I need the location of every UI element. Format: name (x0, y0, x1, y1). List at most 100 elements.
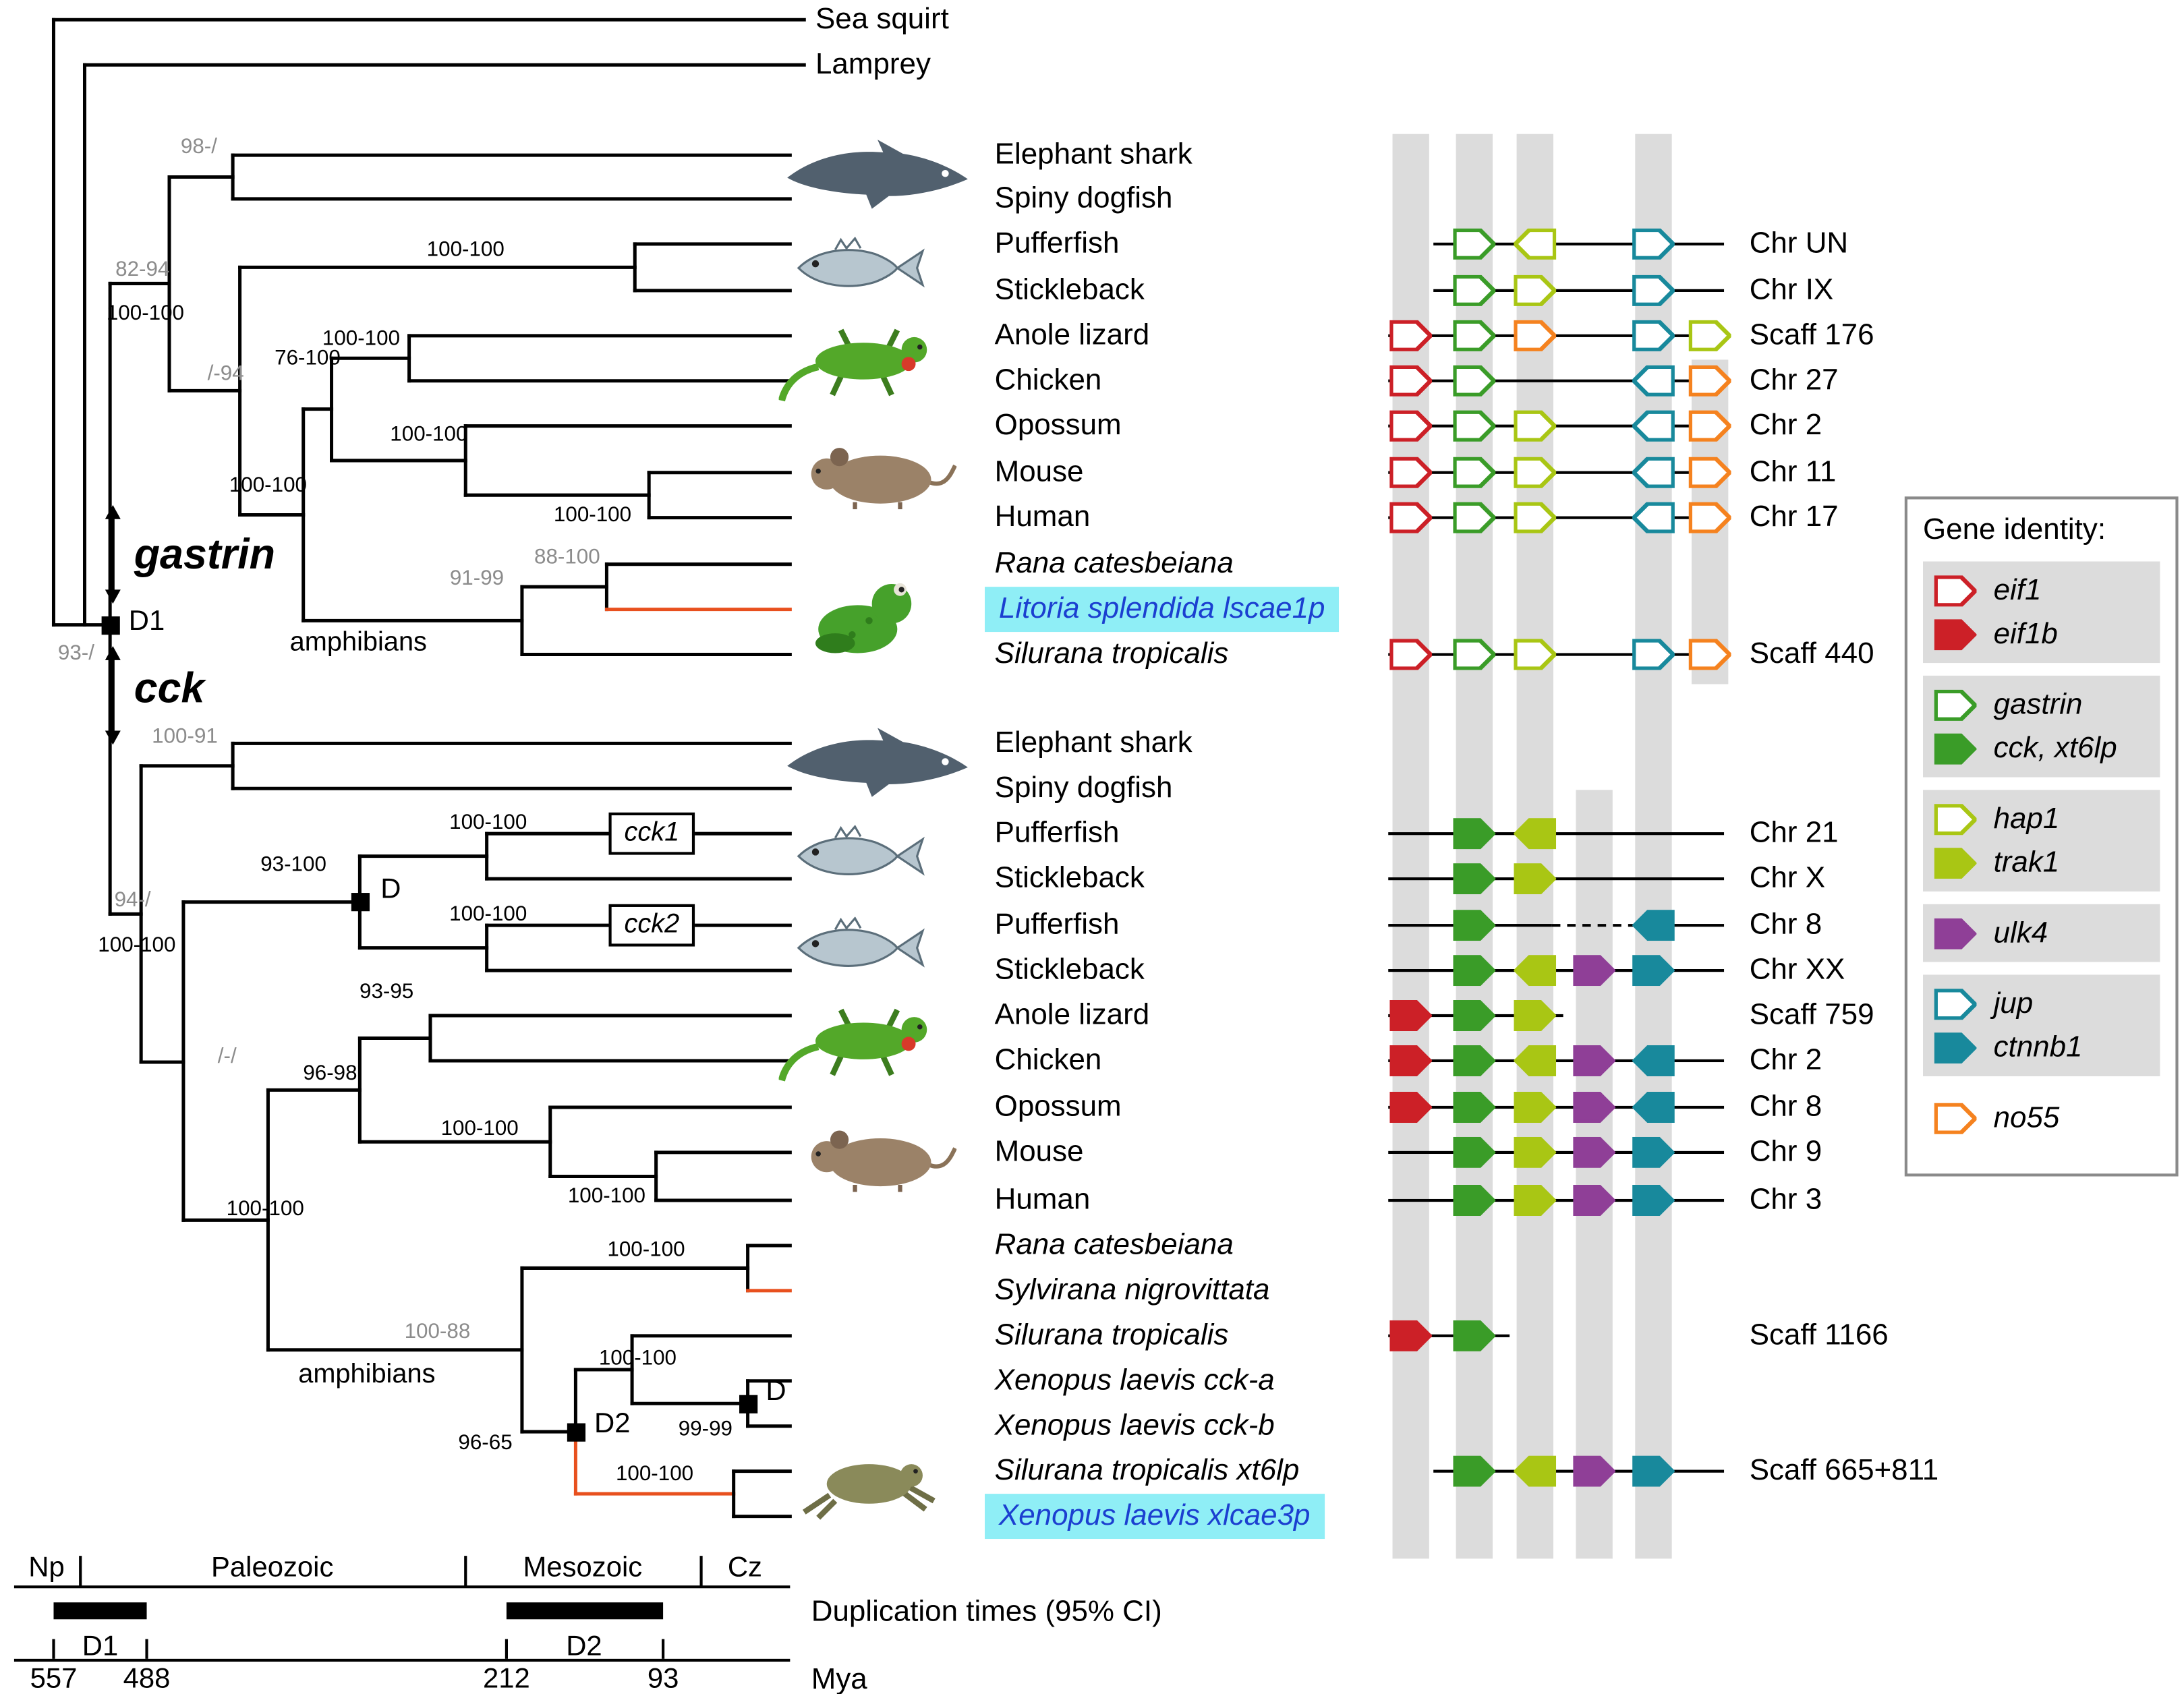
gene-arrow-trak1 (1514, 1185, 1557, 1217)
duplication-label-d1: D1 (82, 1631, 119, 1663)
chromosome-label: Chr 3 (1749, 1183, 1822, 1217)
gene-arrow-ulk4 (1573, 1045, 1616, 1076)
gene-arrow-hap1 (1513, 638, 1558, 671)
gene-arrow-gastrin (1452, 274, 1497, 307)
ctnnb1-arrow-icon (1934, 1032, 1977, 1063)
paralog-box-cck1: cck1 (608, 812, 695, 855)
support-values: 100-100 (607, 1237, 685, 1262)
support-values: 100-100 (615, 1462, 694, 1486)
duplication-node-d2 (566, 1422, 585, 1441)
gene-identity-legend: Gene identity: eif1 eif1b gastrin cck, xt6l… (1904, 496, 2179, 1177)
species-label: Stickleback (994, 953, 1145, 987)
support-values: 76-100 (275, 346, 341, 371)
chromosome-label: Chr 8 (1749, 908, 1822, 941)
species-label: Xenopus laevis cck-a (994, 1364, 1275, 1397)
species-label: Spiny dogfish (994, 181, 1173, 214)
gene-arrow-ulk4 (1573, 955, 1616, 987)
clade-note-amphibians: amphibians (289, 627, 427, 658)
support-values: 100-100 (390, 422, 468, 447)
era-label-paleozoic: Paleozoic (211, 1552, 334, 1583)
mouse-illustration (793, 1114, 957, 1200)
species-label-highlighted: Litoria splendida lscae1p (985, 587, 1340, 633)
chromosome-label: Chr 8 (1749, 1090, 1822, 1123)
duplication-node-label: D2 (594, 1408, 631, 1440)
ulk4-arrow-icon (1934, 917, 1977, 949)
chromosome-label: Chr UN (1749, 227, 1849, 260)
legend-item-eif1b: eif1b (1934, 612, 2149, 656)
chromosome-label: Scaff 665+811 (1749, 1454, 1939, 1487)
gene-arrow-gastrin (1452, 501, 1497, 534)
gene-arrow-cck (1453, 955, 1497, 987)
species-label: Rana catesbeiana (994, 1228, 1234, 1261)
gene-arrow-ctnnb1 (1632, 1455, 1675, 1487)
paralogon-name-gastrin: gastrin (134, 531, 275, 579)
support-values: 93-100 (260, 852, 326, 877)
support-values: 82-94 (115, 257, 170, 282)
gene-arrow-trak1 (1514, 863, 1557, 895)
frog-illustration (799, 567, 928, 668)
gene-arrow-jup (1630, 364, 1675, 397)
species-label: Silurana tropicalis (994, 637, 1229, 670)
gene-arrow-gastrin (1452, 227, 1497, 260)
gene-arrow-eif1b (1389, 1045, 1433, 1076)
lizard-illustration (778, 993, 991, 1090)
legend-gene-name: jup (1993, 987, 2034, 1020)
support-values: 100-100 (226, 1196, 304, 1221)
chromosome-label: Scaff 176 (1749, 318, 1874, 351)
gene-arrow-trak1 (1514, 1136, 1557, 1168)
legend-title: Gene identity: (1922, 513, 2106, 546)
support-values: 91-99 (449, 566, 505, 591)
synteny-column-stripe (1576, 790, 1613, 1559)
species-label: Mouse (994, 455, 1084, 488)
gene-arrow-no55 (1513, 319, 1558, 352)
gene-arrow-cck (1453, 1455, 1497, 1487)
support-values: 99-99 (678, 1417, 732, 1441)
support-values: 100-91 (152, 724, 218, 749)
chromosome-label: Chr 21 (1749, 817, 1839, 850)
species-label: Silurana tropicalis xt6lp (994, 1454, 1300, 1487)
synteny-line (1388, 1334, 1510, 1337)
support-values: 100-100 (449, 902, 527, 927)
chromosome-label: Chr IX (1749, 273, 1834, 306)
support-values: 100-100 (106, 301, 185, 326)
legend-item-gastrin: gastrin (1934, 682, 2149, 726)
gene-arrow-gastrin (1452, 456, 1497, 489)
chromosome-label: Chr 11 (1749, 455, 1837, 488)
legend-gene-name: trak1 (1993, 845, 2060, 879)
fish-illustration (793, 916, 929, 986)
mya-tick (505, 1639, 509, 1659)
support-values: 88-100 (534, 545, 600, 570)
gastrin-arrow-icon (1934, 689, 1977, 720)
duplication-ci-bar (53, 1602, 147, 1620)
duplication-node-d (350, 893, 369, 912)
era-boundary-tick (699, 1556, 703, 1587)
shark-illustration (779, 136, 977, 222)
chromosome-label: Chr 9 (1749, 1135, 1822, 1168)
era-axis-line (13, 1585, 791, 1589)
gene-arrow-cck (1453, 863, 1497, 895)
synteny-line (1388, 379, 1725, 382)
gene-arrow-ctnnb1 (1632, 955, 1675, 987)
gene-arrow-gastrin (1452, 319, 1497, 352)
mya-tick-label: 488 (123, 1664, 171, 1694)
support-values: 100-100 (98, 933, 176, 958)
species-label: Lamprey (815, 48, 931, 81)
chromosome-label: Chr 17 (1749, 500, 1839, 533)
legend-item-eif1: eif1 (1934, 568, 2149, 612)
support-values: 100-100 (426, 237, 505, 262)
fish-illustration (793, 236, 929, 305)
species-label: Pufferfish (994, 817, 1120, 850)
gene-arrow-gastrin (1452, 638, 1497, 671)
support-values: 100-100 (440, 1116, 519, 1141)
support-values: 94-/ (114, 887, 151, 912)
mya-axis-line (13, 1658, 791, 1662)
cck-arrow-icon (1934, 732, 1977, 764)
gene-arrow-ctnnb1 (1632, 1045, 1675, 1076)
hap1-arrow-icon (1934, 803, 1977, 835)
legend-item-ctnnb1: ctnnb1 (1934, 1026, 2149, 1070)
gene-arrow-cck (1453, 1320, 1497, 1351)
trak1-arrow-icon (1934, 847, 1977, 879)
gene-arrow-ulk4 (1573, 1136, 1616, 1168)
support-values: 93-/ (57, 641, 94, 666)
